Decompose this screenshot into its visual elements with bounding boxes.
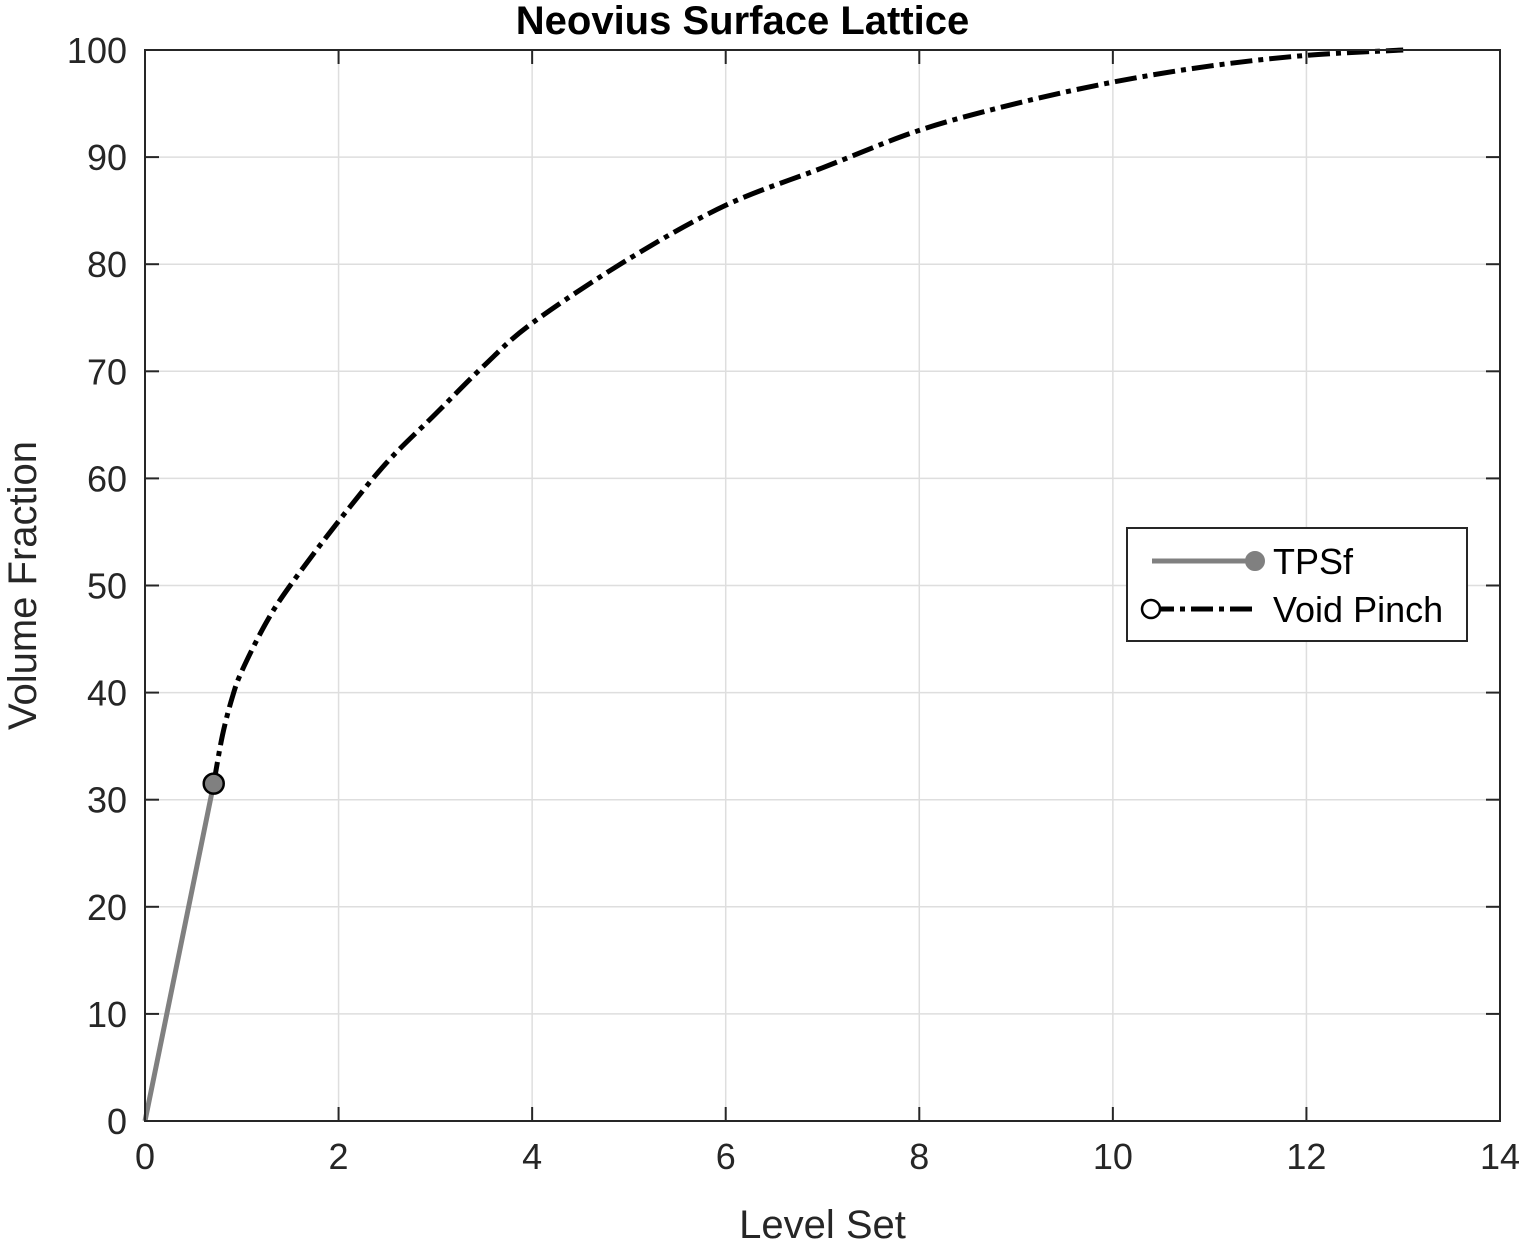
y-tick-label: 60 [87,458,127,499]
y-tick-label: 70 [87,351,127,392]
chart-title: Neovius Surface Lattice [516,0,970,43]
x-tick-label: 10 [1093,1136,1133,1177]
y-axis-label: Volume Fraction [1,441,45,730]
series-tpsf-line [142,783,217,1122]
y-tick-label: 50 [87,566,127,607]
y-tick-label: 0 [107,1101,127,1142]
y-tick-label: 90 [87,137,127,178]
y-tick-label: 30 [87,780,127,821]
x-tick-label: 6 [716,1136,736,1177]
legend: TPSf Void Pinch [1126,527,1468,642]
x-tick-label: 8 [909,1136,929,1177]
y-tick-label: 10 [87,994,127,1035]
y-tick-label: 40 [87,673,127,714]
y-tick-label: 20 [87,887,127,928]
legend-box [1126,527,1468,642]
x-tick-label: 4 [522,1136,542,1177]
x-tick-label: 12 [1286,1136,1326,1177]
legend-void-pinch-label: Void Pinch [1273,589,1443,630]
tpsf-end-marker [202,772,225,795]
legend-tpsf-marker [1245,551,1265,571]
legend-tpsf-label: TPSf [1273,541,1354,582]
axis-ticks: 0 2 4 6 8 10 12 14 0 10 20 30 40 50 60 70 80 90 100 [67,30,1520,1177]
x-tick-label: 2 [329,1136,349,1177]
x-tick-label: 0 [135,1136,155,1177]
legend-void-pinch-marker [1140,598,1162,620]
x-axis-label: Level Set [739,1203,906,1244]
y-tick-label: 80 [87,244,127,285]
y-tick-label: 100 [67,30,127,71]
series-layer [142,47,1404,1122]
series-void-pinch-line [211,47,1404,785]
x-tick-label: 14 [1480,1136,1520,1177]
